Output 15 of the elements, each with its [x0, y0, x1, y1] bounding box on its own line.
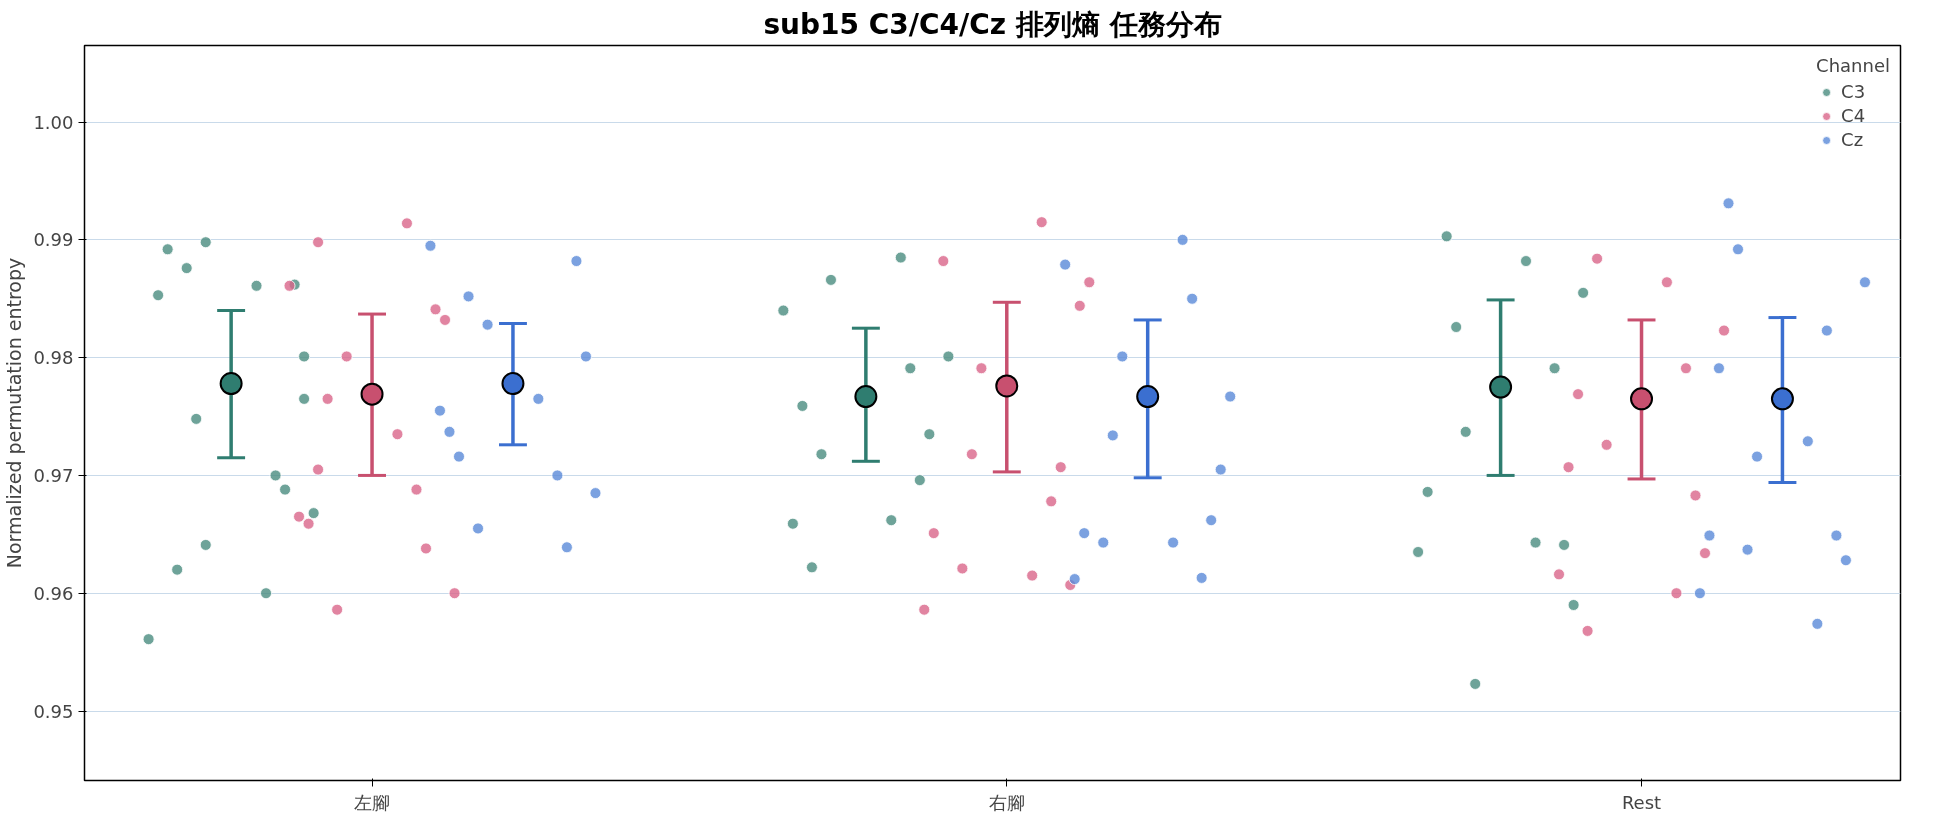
- x-tick-label: Rest: [1621, 791, 1662, 813]
- legend-title: Channel: [1816, 55, 1890, 76]
- x-tick-label: 左腳: [354, 791, 391, 813]
- y-tick-label: 0.96: [33, 582, 74, 604]
- y-tick-label: 1.00: [33, 111, 74, 133]
- y-axis-title: Normalized permutation entropy: [3, 257, 26, 569]
- chart-title: sub15 C3/C4/Cz 排列熵 任務分布: [763, 7, 1222, 41]
- y-tick-label: 0.98: [33, 347, 74, 369]
- y-tick-label: 0.97: [33, 464, 74, 486]
- y-tick-label: 0.99: [33, 229, 74, 251]
- legend-label: C4: [1841, 105, 1866, 126]
- y-tick-label: 0.95: [33, 700, 74, 722]
- legend-label: Cz: [1841, 129, 1864, 150]
- legend-label: C3: [1841, 81, 1866, 102]
- x-tick-label: 右腳: [988, 791, 1025, 813]
